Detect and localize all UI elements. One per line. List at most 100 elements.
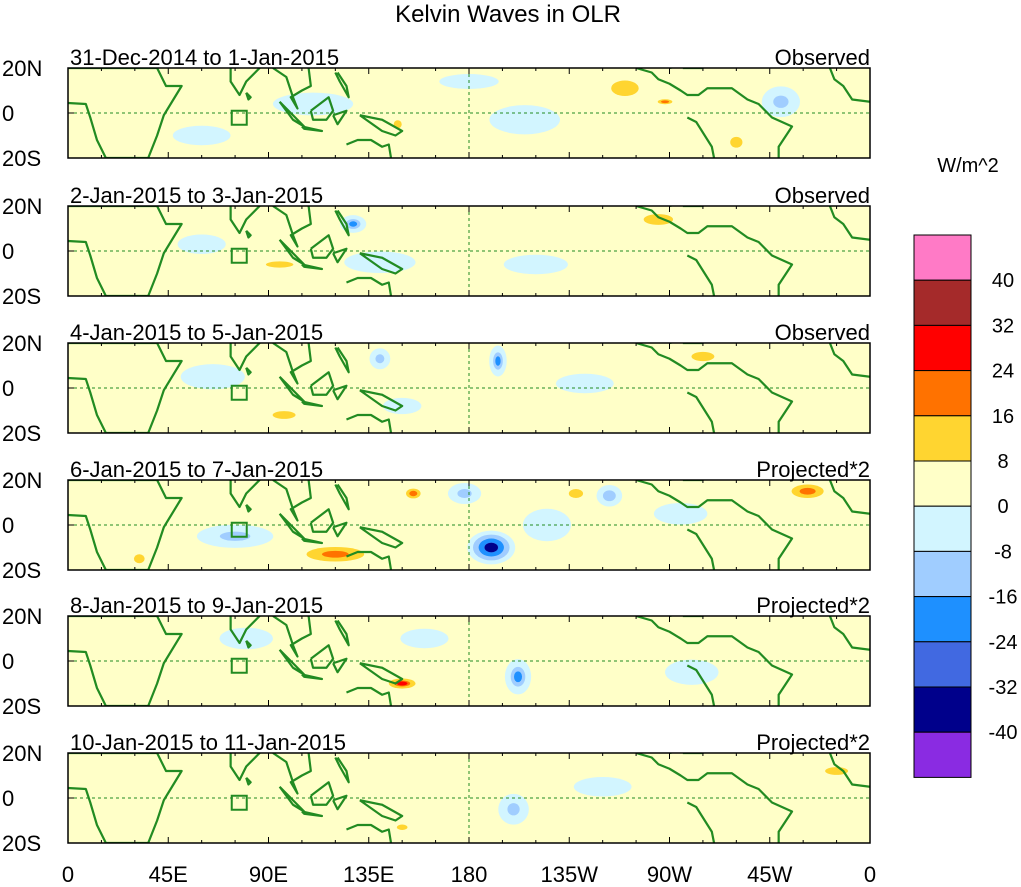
- coastline: [301, 673, 324, 681]
- y-tick-label: 0: [2, 649, 14, 674]
- anomaly-contour: [665, 659, 719, 685]
- y-tick-label: 0: [2, 239, 14, 264]
- panel-5: 20N 0 20S 8-Jan-2015 to 9-Jan-2015 Projected…: [2, 593, 871, 719]
- y-tick-label: 20N: [2, 194, 42, 219]
- colorbar-label: -40: [989, 722, 1018, 744]
- anomaly-contour: [801, 625, 850, 652]
- coastline: [686, 391, 716, 433]
- olr-anomaly: [447, 483, 482, 504]
- colorbar-swatch: [913, 731, 972, 778]
- coastline: [635, 616, 794, 706]
- colorbar-swatch: [913, 550, 972, 598]
- anomaly-contour: [321, 550, 349, 558]
- coastline: [334, 346, 350, 374]
- olr-anomaly: [419, 775, 474, 794]
- anomaly-contour: [133, 659, 182, 686]
- y-tick-label: 20N: [2, 741, 42, 766]
- colorbar-swatch: [913, 370, 972, 417]
- olr-anomaly: [614, 206, 703, 236]
- anomaly-contour: [272, 411, 296, 419]
- colorbar-label: -32: [989, 677, 1018, 699]
- coastline: [68, 480, 183, 570]
- coastline: [245, 91, 252, 101]
- olr-anomaly: [555, 373, 614, 394]
- coastline: [359, 252, 404, 275]
- colorbar-swatch: [913, 415, 972, 462]
- y-tick-label: 0: [2, 513, 14, 538]
- coastline: [359, 389, 404, 412]
- colorbar-swatch: [913, 279, 972, 326]
- colorbar: 40 32 24 16 8 0 -8 -16 -24 -32 -40: [913, 234, 1018, 778]
- x-tick-label: 135E: [343, 862, 394, 887]
- colorbar-label: -8: [994, 541, 1012, 563]
- anomaly-contour: [98, 111, 127, 133]
- coastline: [301, 400, 324, 408]
- colorbar-swatch: [913, 641, 972, 688]
- olr-anomaly: [255, 405, 313, 425]
- colorbar-label: 0: [997, 496, 1008, 518]
- x-tick-label: 45W: [747, 862, 792, 887]
- anomaly-contour: [645, 799, 694, 819]
- anomaly-contour: [419, 775, 474, 794]
- coastline: [828, 480, 870, 515]
- colorbar-label: 40: [992, 270, 1014, 292]
- region-box: [230, 109, 248, 126]
- anomaly-contour: [691, 351, 715, 362]
- coastline: [301, 537, 324, 545]
- panels: 20N 0 20S 31-Dec-2014 to 1-Jan-2015 Observed…: [2, 45, 871, 856]
- y-tick-label: 20N: [2, 604, 42, 629]
- coastline: [229, 753, 262, 782]
- coastline: [346, 550, 393, 570]
- anomaly-contour: [484, 542, 498, 553]
- anomaly-contour: [489, 105, 560, 135]
- coastline: [828, 68, 870, 103]
- colorbar-label: -16: [989, 587, 1018, 609]
- coastline: [334, 756, 350, 784]
- olr-anomaly: [801, 625, 850, 652]
- coastline: [301, 263, 324, 271]
- panel-6: 20N 0 20S 10-Jan-2015 to 11-Jan-2015 Project…: [2, 730, 871, 856]
- coastline: [245, 503, 252, 513]
- coastline: [68, 68, 183, 158]
- coastline: [229, 206, 262, 235]
- olr-anomaly: [522, 508, 572, 542]
- panel-type-label: Observed: [775, 45, 870, 70]
- region-box: [230, 657, 248, 674]
- coastline: [245, 639, 252, 649]
- coastline: [828, 206, 870, 241]
- anomaly-contour: [457, 489, 472, 498]
- coastline: [359, 114, 404, 137]
- coastline: [68, 616, 183, 706]
- olr-anomaly: [98, 111, 127, 133]
- anomaly-contour: [817, 386, 856, 413]
- colorbar-swatch: [913, 505, 972, 552]
- x-tick-label: 0: [62, 862, 74, 887]
- colorbar-swatch: [913, 686, 972, 733]
- olr-anomaly: [674, 344, 732, 369]
- colorbar-swatch: [913, 324, 972, 372]
- colorbar-unit: W/m^2: [937, 155, 999, 177]
- anomaly-contour: [265, 261, 294, 268]
- panel-date-range: 10-Jan-2015 to 11-Jan-2015: [70, 730, 346, 755]
- coastline: [359, 662, 404, 685]
- olr-anomaly: [290, 542, 381, 566]
- olr-anomaly: [133, 659, 182, 686]
- coastline: [229, 343, 262, 372]
- coastline: [828, 343, 870, 378]
- coastline: [272, 616, 312, 658]
- x-tick-label: 180: [451, 862, 488, 887]
- y-tick-label: 20S: [2, 831, 41, 856]
- colorbar-swatch: [913, 596, 972, 643]
- olr-anomaly: [503, 254, 568, 275]
- panel-type-label: Projected*2: [756, 730, 870, 755]
- anomaly-contour: [495, 356, 501, 366]
- anomaly-contour: [773, 95, 789, 108]
- coastline: [686, 528, 716, 570]
- olr-anomaly: [596, 484, 623, 507]
- colorbar-label: -24: [989, 632, 1018, 654]
- anomaly-contour: [730, 136, 743, 148]
- anomaly-contour: [653, 502, 708, 525]
- colorbar-label: 32: [992, 315, 1014, 337]
- coastlines: [68, 206, 870, 296]
- panel-date-range: 2-Jan-2015 to 3-Jan-2015: [70, 183, 323, 208]
